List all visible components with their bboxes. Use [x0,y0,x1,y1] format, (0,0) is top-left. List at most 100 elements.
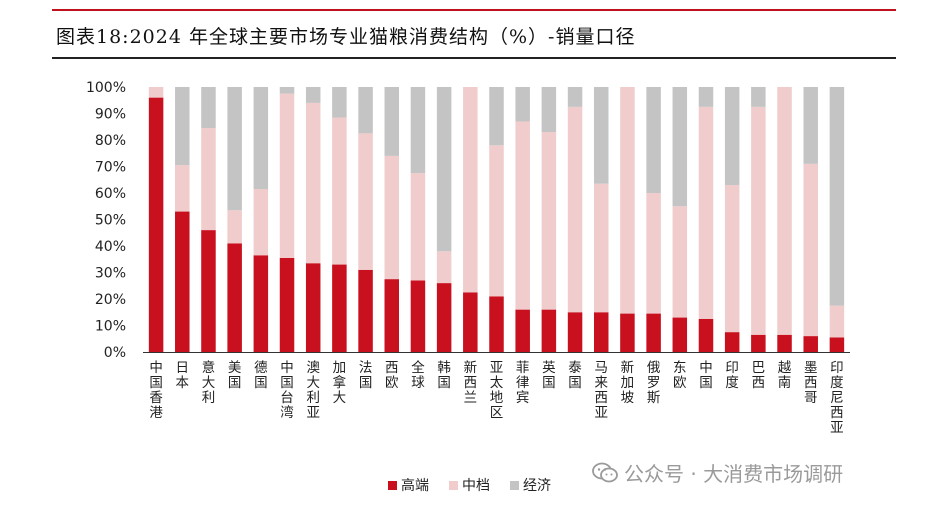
bar-segment-high [436,283,452,352]
bar-segment-mid [672,206,688,318]
legend-item-economy: 经济 [510,475,551,495]
x-tick-label: 墨西哥 [804,360,818,406]
x-tick-label: 泰国 [568,360,582,391]
bars [148,87,845,352]
bar-segment-mid [305,102,321,264]
bar-segment-mid [148,87,164,98]
x-tick-label: 西欧 [385,360,399,391]
bar-segment-high [279,257,295,352]
bar-segment-mid [567,106,583,313]
x-tick-label: 英国 [542,359,556,391]
bar-segment-mid [593,183,609,313]
bar-segment-economy [279,87,295,94]
bar-segment-high [751,334,766,352]
bar-segment-economy [384,87,400,156]
legend-item-mid: 中档 [449,475,490,495]
bar-segment-mid [620,87,635,314]
x-tick-label: 亚太地区 [490,360,504,421]
x-tick-label: 印度尼西亚 [830,360,844,436]
bar-segment-high [305,263,321,352]
bar-segment-high [358,269,373,352]
bar-segment-mid [410,173,426,281]
x-tick-label: 新加坡 [621,360,635,406]
bar-segment-mid [201,128,216,231]
x-tick-label: 法国 [359,360,373,391]
x-tick-label: 新西兰 [464,360,478,406]
bar-segment-mid [227,210,242,244]
bar-segment-high [567,312,583,352]
bar-segment-mid [253,189,269,256]
bar-segment-economy [410,87,426,174]
bar-segment-mid [332,117,347,265]
y-tick-label: 40% [95,239,126,255]
bar-segment-mid [515,121,530,310]
y-tick-label: 20% [95,292,126,308]
bar-segment-mid [803,163,818,337]
x-tick-label: 全球 [411,359,425,391]
y-tick-label: 30% [95,266,126,282]
bar-segment-economy [751,87,766,107]
x-tick-label: 日本 [176,360,190,391]
y-tick-label: 70% [95,160,126,176]
bar-segment-high [829,337,845,352]
legend-label-high: 高端 [401,478,429,494]
legend-swatch-economy [510,480,519,490]
y-tick-label: 10% [95,319,126,335]
legend-label-mid: 中档 [462,478,490,494]
bar-segment-economy [332,87,347,118]
bar-segment-economy [541,87,557,133]
bar-segment-mid [175,165,190,212]
bar-segment-high [463,292,478,352]
bar-segment-economy [672,87,688,207]
bar-segment-high [620,313,635,352]
bar-segment-economy [515,87,530,122]
bar-segment-economy [358,87,373,134]
legend: 高端 中档 经济 [388,475,551,495]
bar-segment-economy [305,87,321,103]
x-tick-label: 澳大利亚 [306,360,320,421]
bar-segment-mid [724,185,740,333]
y-tick-label: 100% [86,80,126,96]
watermark: 公众号 · 大消费市场调研 [592,458,843,487]
bar-segment-high [253,255,269,352]
bar-segment-mid [463,87,478,293]
x-tick-label: 东欧 [673,360,687,391]
x-tick-label: 中国台湾 [280,360,294,421]
legend-swatch-high [388,480,397,490]
bar-segment-mid [279,93,295,258]
x-tick-label: 德国 [254,360,268,391]
title-divider [52,57,896,59]
x-tick-label: 中国 [699,360,713,391]
bar-segment-economy [646,87,661,193]
x-tick-label: 菲律宾 [516,360,530,406]
bar-segment-high [410,280,426,352]
bar-segment-high [803,336,818,352]
bar-segment-economy [593,87,609,184]
bar-segment-mid [541,132,557,310]
bar-segment-mid [489,145,504,297]
bar-segment-high [384,279,400,352]
bar-segment-mid [777,87,792,335]
bar-segment-economy [803,87,818,164]
bar-segment-high [593,312,609,352]
bar-segment-high [541,309,557,352]
bar-segment-high [672,317,688,352]
x-tick-label: 巴西 [752,360,766,391]
x-tick-label: 韩国 [437,360,451,391]
x-tick-label: 中国香港 [149,360,163,421]
bar-segment-mid [698,106,714,319]
wechat-icon [592,462,618,482]
bar-segment-mid [436,251,452,284]
bar-segment-economy [698,87,714,107]
x-tick-label: 加拿大 [333,360,347,406]
x-tick-label: 俄罗斯 [647,360,661,406]
chart-title: 图表18:2024 年全球主要市场专业猫粮消费结构（%）-销量口径 [56,26,636,48]
bar-segment-mid [384,155,400,280]
x-tick-label: 美国 [228,360,242,391]
x-tick-label: 意大利 [202,359,216,406]
y-tick-label: 60% [95,186,126,202]
bar-segment-high [227,243,242,352]
y-axis: 0% 10% 20% 30% 40% 50% 60% 70% 80% 90% 100% [86,80,126,361]
x-tick-label: 印度 [725,360,739,391]
bar-segment-economy [227,87,242,211]
